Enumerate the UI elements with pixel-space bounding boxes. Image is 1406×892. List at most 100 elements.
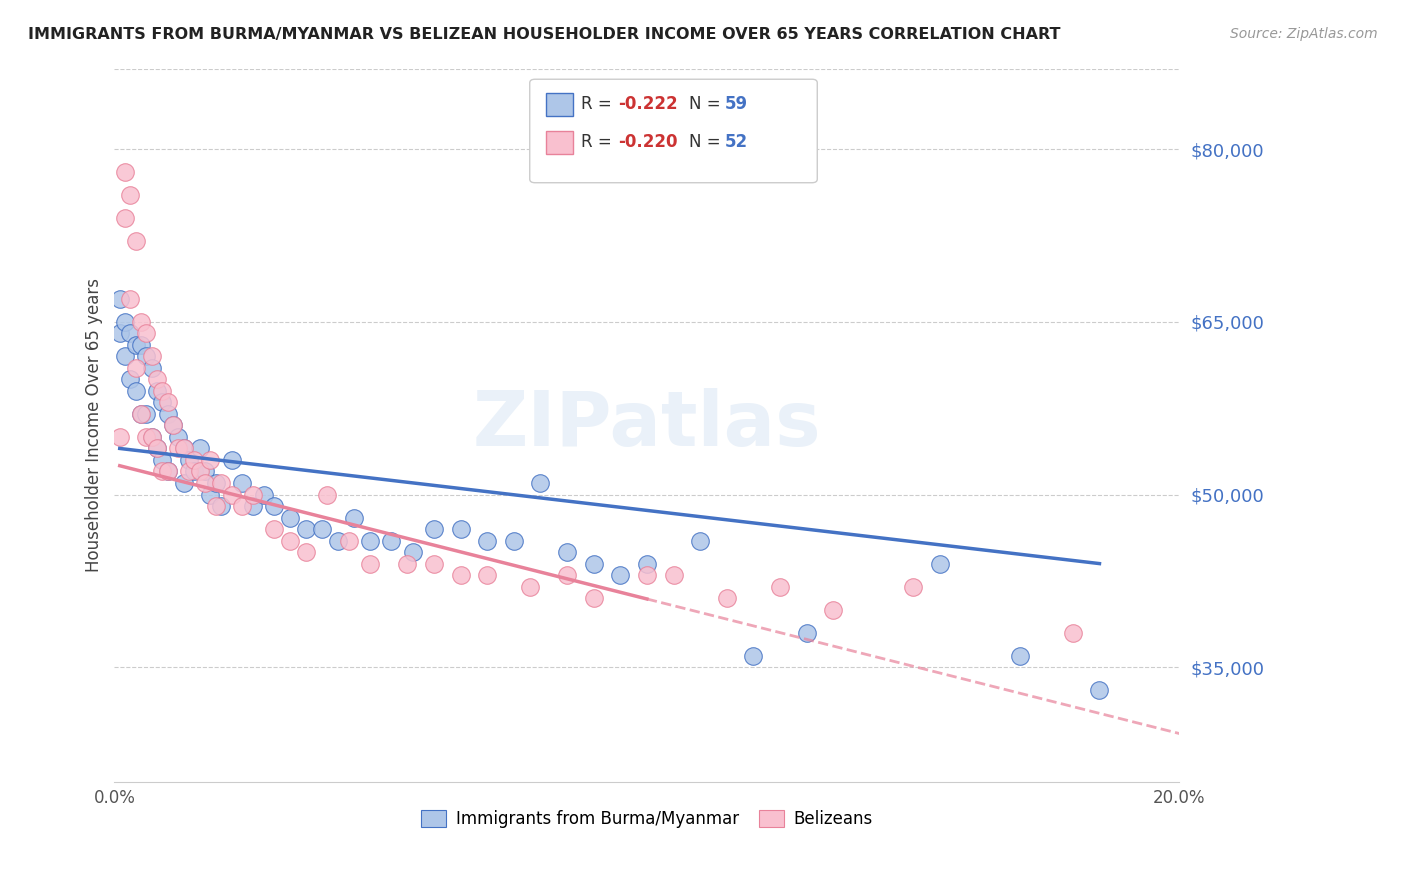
Point [200,453,222,467]
Point [156,407,179,421]
Point [150,384,173,398]
Point [221,487,243,501]
Point [129,407,152,421]
Point [108,326,131,341]
Point [263,522,285,536]
Point [129,338,152,352]
Point [188,465,211,479]
Point [359,557,381,571]
Point [194,475,217,490]
Point [114,165,136,179]
Text: 52: 52 [724,133,748,151]
Point [1008,648,1031,663]
Point [609,568,631,582]
Legend: Immigrants from Burma/Myanmar, Belizeans: Immigrants from Burma/Myanmar, Belizeans [413,803,880,835]
Point [769,580,792,594]
Point [326,533,349,548]
Point [823,602,845,616]
Y-axis label: Householder Income Over 65 years: Householder Income Over 65 years [86,278,103,573]
Point [135,350,157,364]
Point [135,326,157,341]
Point [129,315,152,329]
Text: -0.222: -0.222 [619,95,678,113]
Point [114,315,136,329]
Point [555,568,578,582]
Text: R =: R = [581,95,617,113]
Text: ZIPatlas: ZIPatlas [472,388,821,462]
Point [120,326,142,341]
Point [636,568,658,582]
Point [146,384,169,398]
Point [141,430,163,444]
Point [423,522,446,536]
FancyBboxPatch shape [546,130,574,154]
Point [555,545,578,559]
Point [231,499,253,513]
Point [209,475,232,490]
Point [194,465,217,479]
Point [125,234,148,248]
Point [188,442,211,456]
Point [125,360,148,375]
Point [114,350,136,364]
Text: N =: N = [689,133,727,151]
Point [636,557,658,571]
Point [401,545,423,559]
Point [582,557,605,571]
Point [135,407,157,421]
Point [295,522,318,536]
Point [582,591,605,606]
Point [162,418,184,433]
Point [156,465,179,479]
Point [662,568,685,582]
Point [311,522,333,536]
Point [380,533,402,548]
Point [108,292,131,306]
Point [475,568,498,582]
Point [177,465,200,479]
Point [337,533,360,548]
Point [125,384,148,398]
Point [150,453,173,467]
Point [167,442,190,456]
Point [204,475,226,490]
Point [278,510,301,524]
FancyBboxPatch shape [530,79,817,183]
Point [221,453,243,467]
Point [173,442,195,456]
Point [529,475,551,490]
Point [204,499,226,513]
Text: N =: N = [689,95,727,113]
Point [716,591,738,606]
Point [1062,625,1084,640]
Point [450,522,472,536]
Point [150,465,173,479]
Text: Source: ZipAtlas.com: Source: ZipAtlas.com [1230,27,1378,41]
Point [1088,683,1111,698]
Point [252,487,274,501]
Point [796,625,818,640]
Point [689,533,711,548]
Point [475,533,498,548]
Point [146,442,169,456]
Point [108,430,131,444]
Point [359,533,381,548]
Text: R =: R = [581,133,617,151]
Point [146,442,169,456]
Point [316,487,339,501]
Point [242,487,264,501]
Point [450,568,472,582]
Point [901,580,924,594]
Point [173,475,195,490]
Point [141,430,163,444]
Text: IMMIGRANTS FROM BURMA/MYANMAR VS BELIZEAN HOUSEHOLDER INCOME OVER 65 YEARS CORRE: IMMIGRANTS FROM BURMA/MYANMAR VS BELIZEA… [28,27,1060,42]
Point [120,292,142,306]
Point [742,648,765,663]
Point [502,533,524,548]
Point [156,465,179,479]
Point [423,557,446,571]
Text: -0.220: -0.220 [619,133,678,151]
Point [114,211,136,226]
Point [200,487,222,501]
Point [278,533,301,548]
